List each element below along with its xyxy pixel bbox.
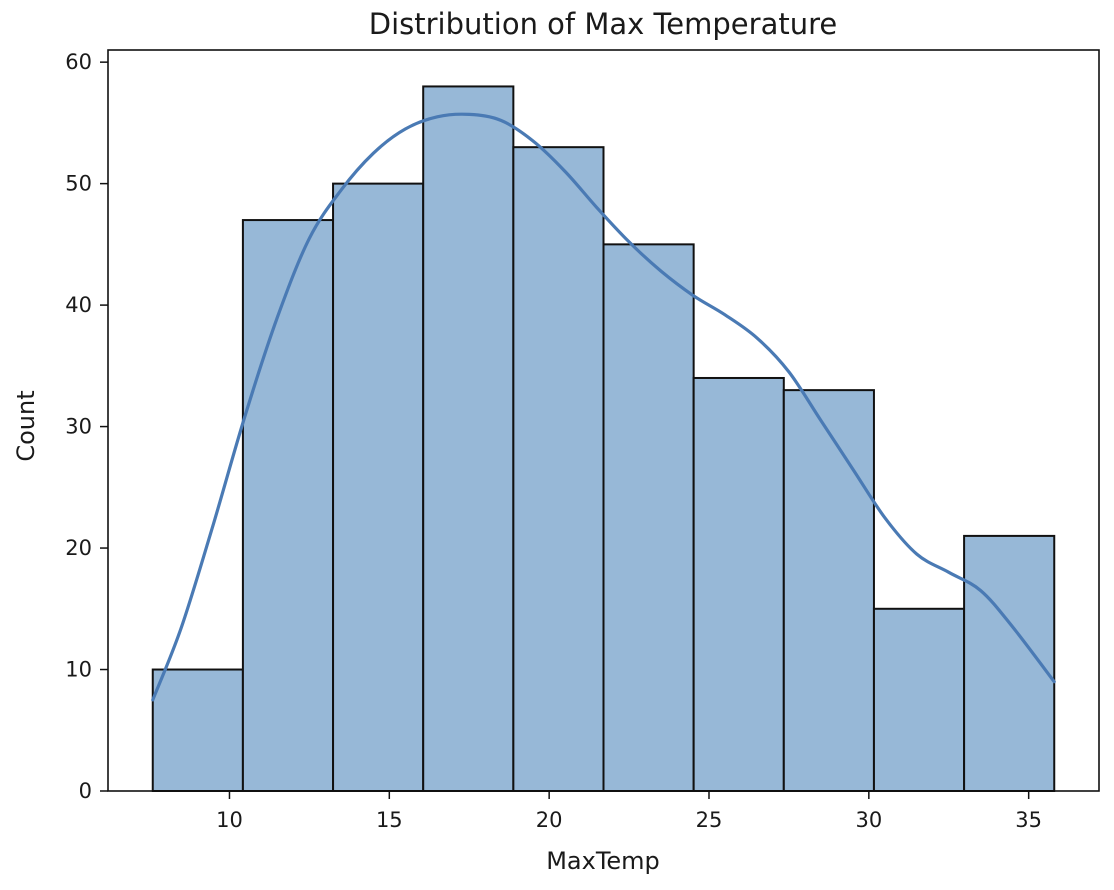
y-axis-label: Count bbox=[12, 390, 40, 461]
histogram-bar-8 bbox=[782, 389, 875, 792]
x-tick-label: 15 bbox=[376, 808, 403, 832]
chart-title: Distribution of Max Temperature bbox=[369, 7, 837, 41]
x-tick-label: 20 bbox=[536, 808, 563, 832]
x-axis-label: MaxTemp bbox=[546, 847, 660, 875]
y-tick-label: 0 bbox=[79, 779, 92, 803]
x-tick-label: 25 bbox=[696, 808, 723, 832]
y-tick-label: 20 bbox=[65, 536, 92, 560]
y-axis: 0 10 20 30 40 50 60 bbox=[65, 50, 108, 803]
histogram-bar-5 bbox=[512, 146, 605, 793]
histogram-bar-4 bbox=[422, 85, 515, 792]
x-tick-label: 10 bbox=[216, 808, 243, 832]
y-tick-label: 30 bbox=[65, 415, 92, 439]
x-axis: 10 15 20 25 30 35 bbox=[216, 791, 1042, 832]
x-tick-label: 35 bbox=[1015, 808, 1042, 832]
histogram-bar-3 bbox=[332, 182, 425, 793]
histogram-bar-6 bbox=[602, 243, 695, 792]
histogram-bar-7 bbox=[692, 376, 785, 792]
histogram-bar-2 bbox=[241, 219, 335, 793]
y-tick-label: 60 bbox=[65, 50, 92, 74]
histogram-bar-9 bbox=[872, 607, 966, 792]
kde-curve bbox=[151, 112, 1056, 702]
bars-group bbox=[151, 85, 1056, 793]
y-tick-label: 50 bbox=[65, 172, 92, 196]
y-tick-label: 10 bbox=[65, 658, 92, 682]
plot-frame bbox=[107, 49, 1100, 792]
histogram-bar-1 bbox=[151, 668, 244, 793]
x-tick-label: 30 bbox=[855, 808, 882, 832]
y-tick-label: 40 bbox=[65, 293, 92, 317]
